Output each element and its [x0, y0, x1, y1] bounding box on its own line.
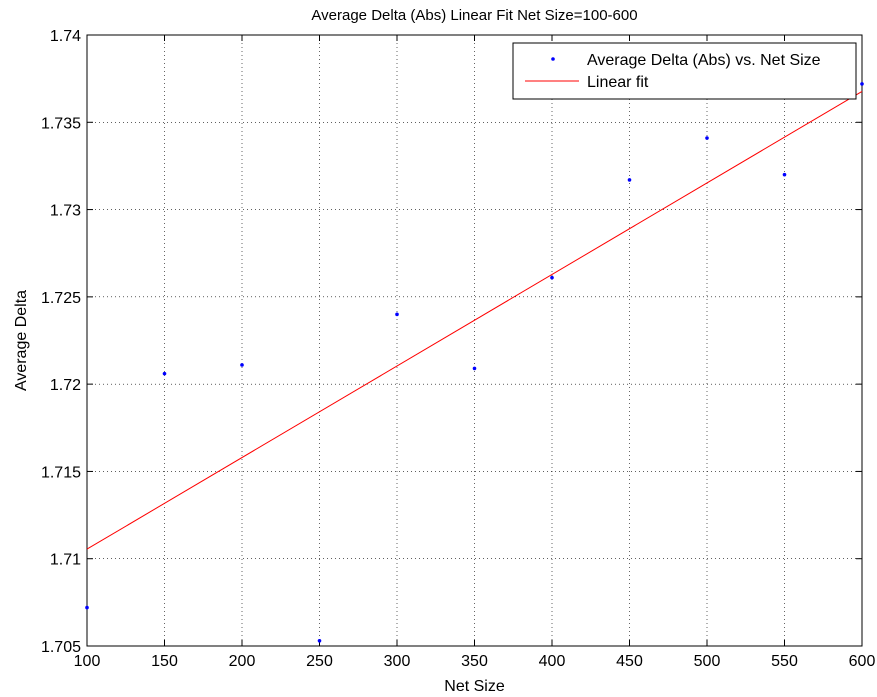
- y-tick-labels: 1.705 1.71 1.715 1.72 1.725 1.73 1.735 1.74: [41, 28, 81, 656]
- y-tick-label: 1.72: [50, 377, 81, 394]
- data-point: [395, 312, 399, 317]
- y-tick-label: 1.73: [50, 203, 81, 220]
- data-point: [317, 638, 322, 643]
- x-tick-label: 550: [771, 653, 798, 670]
- data-point: [627, 178, 632, 182]
- x-tick-label: 250: [306, 653, 333, 670]
- plot-frame: [86, 34, 863, 647]
- ticks-layer: [86, 34, 863, 647]
- x-tick-label: 100: [74, 653, 101, 670]
- y-tick-label: 1.725: [41, 290, 81, 307]
- legend: Average Delta (Abs) vs. Net Size Linear f…: [512, 42, 857, 100]
- x-tick-label: 300: [384, 653, 411, 670]
- series-layer: [85, 82, 864, 643]
- y-tick-label: 1.71: [50, 552, 81, 569]
- x-axis-label: Net Size: [444, 678, 505, 695]
- x-tick-label: 350: [461, 653, 488, 670]
- x-tick-label: 500: [694, 653, 721, 670]
- data-point: [782, 172, 787, 177]
- legend-box: [512, 42, 857, 100]
- chart-title: Average Delta (Abs) Linear Fit Net Size=…: [311, 7, 637, 24]
- y-axis-label: Average Delta: [13, 290, 30, 391]
- legend-label: Average Delta (Abs) vs. Net Size: [587, 52, 821, 69]
- data-point: [472, 366, 477, 371]
- data-point: [85, 605, 89, 610]
- x-tick-label: 200: [229, 653, 256, 670]
- x-tick-label: 600: [849, 653, 876, 670]
- data-point: [162, 371, 167, 376]
- y-tick-label: 1.735: [41, 115, 81, 132]
- y-tick-label: 1.705: [41, 639, 81, 656]
- x-tick-label: 450: [616, 653, 643, 670]
- data-point: [860, 82, 864, 86]
- data-point: [705, 136, 709, 140]
- data-point: [240, 363, 244, 367]
- y-tick-label: 1.74: [50, 28, 81, 45]
- x-tick-label: 400: [539, 653, 566, 670]
- y-tick-label: 1.715: [41, 464, 81, 481]
- data-point: [550, 275, 554, 280]
- legend-label: Linear fit: [587, 74, 649, 91]
- grid-layer: [87, 35, 862, 646]
- x-tick-label: 150: [151, 653, 178, 670]
- legend-items: Average Delta (Abs) vs. Net Size Linear f…: [525, 52, 821, 91]
- x-tick-labels: 100 150 200 250 300 350 400 450 500 550 600: [74, 653, 876, 670]
- legend-marker-points: [551, 57, 555, 61]
- fit-line: [86, 90, 863, 550]
